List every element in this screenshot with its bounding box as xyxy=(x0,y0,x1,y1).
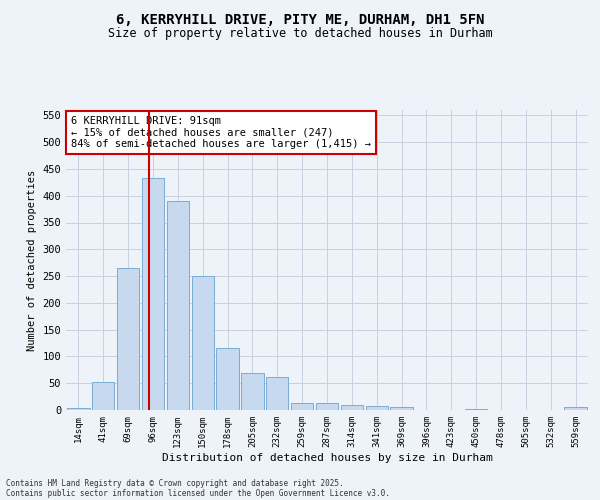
Bar xyxy=(465,409,487,410)
Bar xyxy=(92,382,115,410)
Bar xyxy=(266,377,289,410)
Bar xyxy=(217,348,239,410)
Bar xyxy=(241,372,263,410)
Bar xyxy=(142,178,164,410)
Bar xyxy=(191,276,214,410)
Bar xyxy=(341,404,363,410)
Text: Size of property relative to detached houses in Durham: Size of property relative to detached ho… xyxy=(107,28,493,40)
Bar xyxy=(167,201,189,410)
Y-axis label: Number of detached properties: Number of detached properties xyxy=(27,170,37,350)
Bar xyxy=(365,406,388,410)
Bar xyxy=(291,402,313,410)
Bar xyxy=(67,408,89,410)
Text: Contains public sector information licensed under the Open Government Licence v3: Contains public sector information licen… xyxy=(6,488,390,498)
Text: Contains HM Land Registry data © Crown copyright and database right 2025.: Contains HM Land Registry data © Crown c… xyxy=(6,478,344,488)
Text: 6 KERRYHILL DRIVE: 91sqm
← 15% of detached houses are smaller (247)
84% of semi-: 6 KERRYHILL DRIVE: 91sqm ← 15% of detach… xyxy=(71,116,371,149)
Bar xyxy=(565,408,587,410)
Bar xyxy=(391,408,413,410)
Bar xyxy=(316,402,338,410)
Bar xyxy=(117,268,139,410)
Text: 6, KERRYHILL DRIVE, PITY ME, DURHAM, DH1 5FN: 6, KERRYHILL DRIVE, PITY ME, DURHAM, DH1… xyxy=(116,12,484,26)
X-axis label: Distribution of detached houses by size in Durham: Distribution of detached houses by size … xyxy=(161,452,493,462)
